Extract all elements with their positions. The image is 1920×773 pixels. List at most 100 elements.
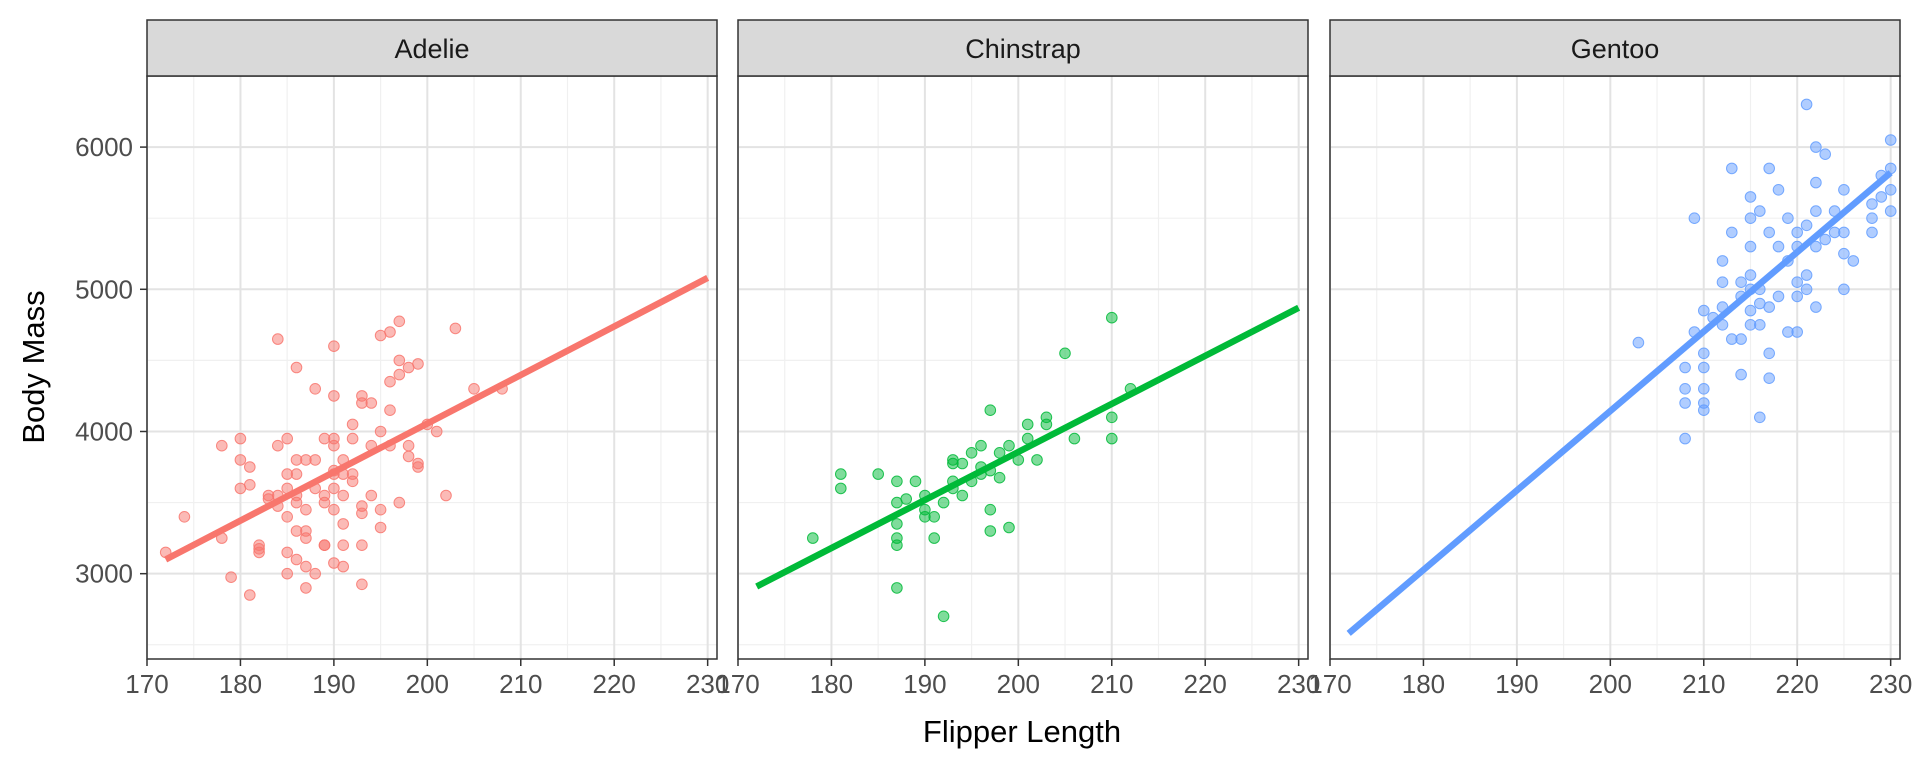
data-point	[328, 503, 340, 516]
data-point	[993, 471, 1006, 484]
data-point	[365, 397, 378, 409]
data-point	[1772, 184, 1785, 196]
y-tick-label: 4000	[75, 416, 133, 446]
data-point	[891, 582, 903, 594]
data-point	[1866, 198, 1878, 210]
data-point	[1735, 276, 1747, 289]
data-point	[965, 447, 978, 459]
data-point	[1698, 347, 1710, 360]
data-point	[1744, 212, 1757, 224]
x-tick-label: 220	[1184, 669, 1227, 699]
data-point	[1688, 212, 1701, 224]
data-point	[300, 525, 312, 537]
data-point	[1735, 333, 1747, 345]
data-point	[412, 461, 424, 473]
x-tick-label: 180	[810, 669, 853, 699]
x-tick-label: 220	[593, 669, 636, 699]
data-point	[1791, 226, 1803, 239]
data-point	[1884, 134, 1897, 146]
x-tick-label: 210	[1090, 669, 1133, 699]
data-point	[984, 503, 997, 516]
data-point	[468, 383, 480, 395]
data-point	[337, 518, 350, 530]
data-point	[891, 475, 903, 488]
data-point	[1679, 383, 1691, 395]
x-tick-label: 200	[997, 669, 1040, 699]
data-point	[1059, 347, 1071, 360]
data-point	[281, 567, 294, 580]
data-point	[244, 461, 256, 473]
data-point	[1791, 326, 1803, 338]
facet-strip	[737, 19, 1309, 77]
data-point	[1763, 226, 1775, 239]
data-point	[384, 326, 396, 338]
x-tick-label: 170	[716, 669, 759, 699]
facet-panel-chinstrap: Chinstrap 170 180 190 200 210 220 230	[716, 19, 1320, 699]
data-point	[300, 582, 312, 594]
data-point	[928, 532, 941, 544]
data-point	[891, 518, 903, 530]
x-tick-label: 170	[1308, 669, 1351, 699]
data-point	[1698, 383, 1710, 395]
y-tick-label: 3000	[75, 559, 133, 589]
data-point	[393, 354, 406, 367]
data-point	[1698, 361, 1710, 374]
data-point	[356, 578, 368, 591]
data-point	[1763, 347, 1775, 360]
data-point	[1003, 439, 1015, 452]
data-point	[984, 525, 997, 537]
data-point	[1810, 176, 1822, 189]
data-point	[337, 539, 350, 552]
x-tick-label: 230	[1277, 669, 1320, 699]
data-point	[1763, 372, 1775, 385]
data-point	[1838, 247, 1850, 260]
data-point	[1106, 411, 1118, 424]
data-point	[244, 479, 256, 491]
data-point	[1744, 304, 1757, 317]
data-point	[281, 546, 294, 559]
data-point	[975, 439, 987, 452]
data-point	[1106, 432, 1118, 445]
data-point	[318, 489, 331, 502]
data-point	[956, 457, 969, 470]
data-point	[1716, 276, 1729, 289]
data-point	[393, 496, 406, 509]
data-point	[356, 390, 368, 402]
data-point	[1800, 219, 1813, 232]
data-point	[928, 511, 941, 523]
data-point	[1838, 283, 1850, 296]
data-point	[225, 571, 237, 584]
facet-strip-label: Adelie	[394, 34, 469, 64]
data-point	[290, 553, 303, 566]
data-point	[909, 475, 922, 488]
y-axis-label: Body Mass	[16, 290, 51, 443]
data-point	[1772, 240, 1785, 253]
data-point	[337, 560, 350, 573]
data-point	[1744, 269, 1757, 281]
data-point	[309, 383, 322, 395]
data-point	[937, 610, 950, 623]
data-point	[440, 489, 452, 502]
data-point	[1021, 418, 1034, 431]
x-tick-label: 180	[1402, 669, 1445, 699]
x-tick-label: 190	[903, 669, 946, 699]
data-point	[234, 454, 247, 466]
data-point	[272, 439, 284, 452]
data-point	[402, 439, 415, 452]
data-point	[374, 503, 387, 516]
data-point	[1744, 240, 1757, 253]
data-point	[1679, 361, 1691, 374]
x-tick-label: 230	[1869, 669, 1912, 699]
data-point	[1698, 404, 1710, 417]
data-point	[272, 333, 284, 345]
data-point	[393, 315, 406, 328]
data-point	[1754, 205, 1766, 217]
data-point	[356, 539, 368, 552]
data-point	[1754, 411, 1766, 424]
facet-strip-label: Chinstrap	[965, 34, 1081, 64]
data-point	[1800, 269, 1813, 281]
data-point	[1031, 454, 1043, 466]
data-point	[384, 375, 396, 388]
data-point	[318, 432, 331, 445]
